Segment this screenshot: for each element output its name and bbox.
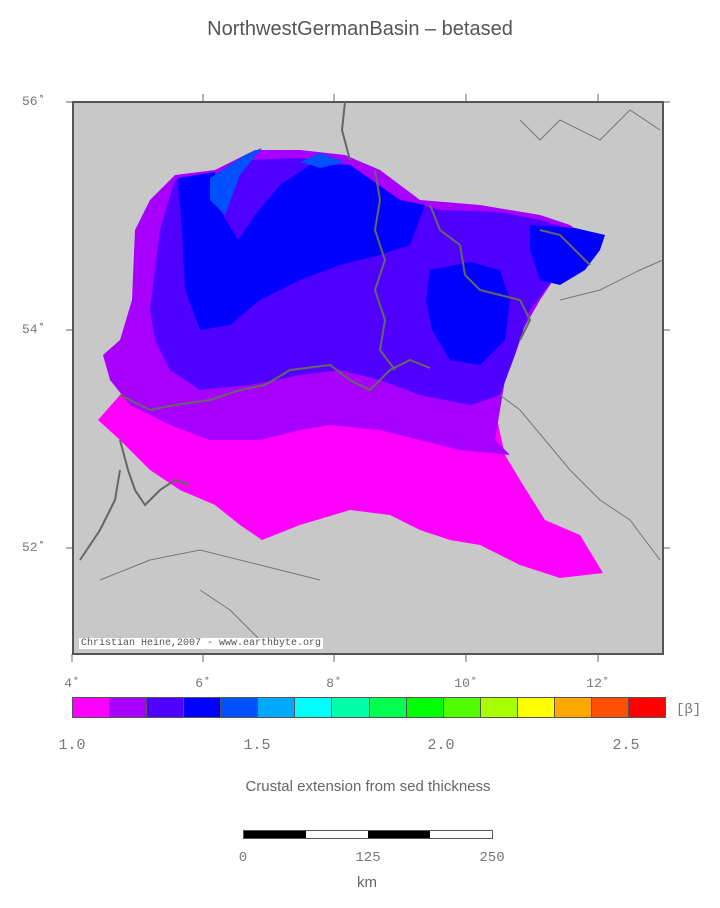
- lat-label-54: 54˚: [22, 322, 46, 337]
- colorbar-swatch: [73, 698, 111, 717]
- lat-label-56: 56˚: [22, 94, 46, 109]
- colorbar-swatch: [295, 698, 333, 717]
- map-panel: [66, 94, 670, 662]
- colorbar-swatch: [554, 698, 592, 717]
- colorbar-swatch: [332, 698, 370, 717]
- colorbar-label: 2.5: [612, 737, 640, 754]
- colorbar-swatch: [110, 698, 148, 717]
- colorbar-swatch: [406, 698, 444, 717]
- colorbar-label: 2.0: [427, 737, 455, 754]
- colorbar-swatch: [221, 698, 259, 717]
- beta-region-lightblue-north: [300, 153, 345, 168]
- lon-label-4: 4˚: [64, 676, 80, 691]
- map-credit: Christian Heine,2007 - www.earthbyte.org: [79, 638, 324, 649]
- lon-label-8: 8˚: [326, 676, 342, 691]
- colorbar-unit: [β]: [676, 702, 702, 718]
- map-title: NorthwestGermanBasin – betased: [207, 18, 513, 40]
- lat-label-52: 52˚: [22, 540, 46, 555]
- colorbar-label: 1.0: [58, 737, 86, 754]
- colorbar-caption: Crustal extension from sed thickness: [245, 778, 491, 795]
- colorbar-swatch: [443, 698, 481, 717]
- lon-label-10: 10˚: [454, 676, 478, 691]
- colorbar-swatch: [369, 698, 407, 717]
- colorbar: [72, 697, 666, 718]
- colorbar-swatch: [517, 698, 555, 717]
- colorbar-swatch: [184, 698, 222, 717]
- beta-region-lightblue: [210, 148, 262, 215]
- scale-label: 250: [479, 850, 505, 866]
- scale-label: 0: [238, 850, 248, 866]
- colorbar-label: 1.5: [243, 737, 271, 754]
- colorbar-swatch: [147, 698, 185, 717]
- colorbar-swatch: [258, 698, 296, 717]
- scale-bar: [243, 830, 493, 839]
- colorbar-swatch: [628, 698, 665, 717]
- lon-label-6: 6˚: [195, 676, 211, 691]
- colorbar-swatch: [591, 698, 629, 717]
- lon-label-12: 12˚: [586, 676, 610, 691]
- beta-region-blue-baltic: [530, 225, 605, 285]
- beta-region-blue: [178, 165, 425, 330]
- colorbar-swatch: [480, 698, 518, 717]
- scale-label: 125: [355, 850, 381, 866]
- rivers-borders: [99, 109, 664, 641]
- beta-region-blue-east: [426, 262, 510, 365]
- coastlines: [79, 101, 591, 561]
- scale-unit: km: [357, 874, 377, 891]
